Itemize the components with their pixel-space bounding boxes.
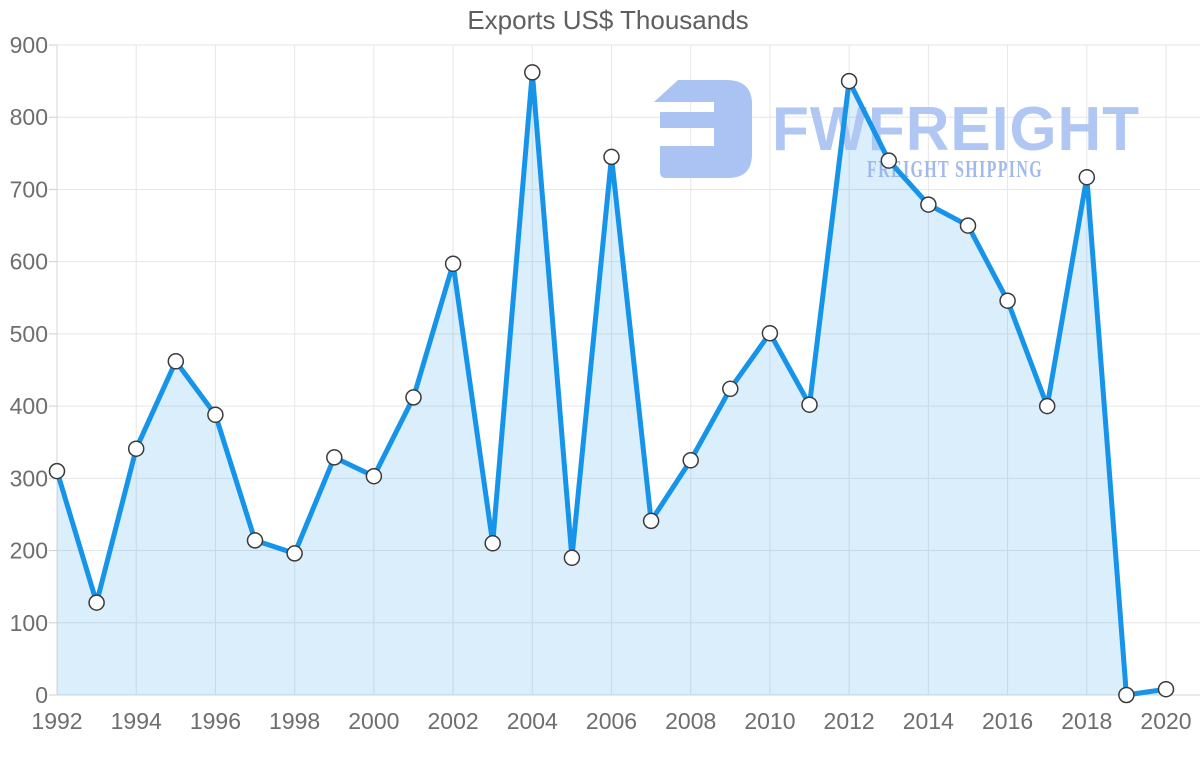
x-axis-label-1996: 1996 bbox=[190, 708, 241, 734]
data-point-2003[interactable] bbox=[484, 535, 501, 552]
x-axis-label-2002: 2002 bbox=[427, 708, 478, 734]
y-axis-label-0: 0 bbox=[35, 682, 48, 708]
data-point-1992[interactable] bbox=[48, 462, 66, 480]
data-point-2015[interactable] bbox=[959, 217, 977, 234]
data-point-1996[interactable] bbox=[207, 406, 224, 424]
y-axis-label-100: 100 bbox=[10, 610, 48, 636]
data-point-2013[interactable] bbox=[880, 152, 898, 169]
data-point-2020[interactable] bbox=[1157, 680, 1175, 698]
data-point-1994[interactable] bbox=[127, 440, 145, 457]
x-axis-label-2012: 2012 bbox=[824, 708, 875, 734]
x-axis-label-1998: 1998 bbox=[269, 708, 320, 734]
data-point-2016[interactable] bbox=[999, 292, 1016, 309]
exports-area-shape bbox=[57, 72, 1166, 695]
chart-title: Exports US$ Thousands bbox=[467, 5, 748, 35]
fwfreight-logo-icon bbox=[654, 80, 752, 178]
data-point-2000[interactable] bbox=[365, 467, 383, 485]
watermark-brand-text: FWFREIGHT bbox=[772, 95, 1140, 164]
data-point-markers bbox=[48, 64, 1175, 704]
x-axis-label-2018: 2018 bbox=[1061, 708, 1112, 734]
x-axis-label-2004: 2004 bbox=[507, 708, 558, 734]
y-axis-labels: 0 100 200 300 400 500 600 700 800 900 bbox=[10, 32, 48, 708]
x-axis-label-2008: 2008 bbox=[665, 708, 716, 734]
y-axis-label-800: 800 bbox=[10, 104, 48, 130]
data-point-2018[interactable] bbox=[1078, 168, 1096, 186]
x-axis-label-1994: 1994 bbox=[111, 708, 162, 734]
data-point-2006[interactable] bbox=[603, 148, 620, 166]
data-point-2007[interactable] bbox=[642, 512, 660, 530]
data-point-1999[interactable] bbox=[326, 449, 343, 466]
data-point-2001[interactable] bbox=[405, 389, 422, 406]
gridlines bbox=[49, 44, 1200, 696]
y-axis-label-200: 200 bbox=[10, 538, 48, 564]
y-axis-label-600: 600 bbox=[10, 249, 48, 275]
data-point-2014[interactable] bbox=[920, 196, 937, 213]
y-axis-label-700: 700 bbox=[10, 176, 48, 202]
area-fill bbox=[57, 72, 1166, 695]
data-point-2010[interactable] bbox=[761, 324, 779, 342]
data-point-1998[interactable] bbox=[286, 545, 303, 562]
data-point-1993[interactable] bbox=[88, 594, 105, 611]
data-point-2009[interactable] bbox=[722, 380, 739, 398]
x-axis-label-2016: 2016 bbox=[982, 708, 1033, 734]
x-axis-label-2006: 2006 bbox=[586, 708, 637, 734]
watermark: FWFREIGHT FREIGHT SHIPPING bbox=[654, 80, 1140, 183]
x-axis-label-1992: 1992 bbox=[31, 708, 82, 734]
x-axis-label-2020: 2020 bbox=[1140, 708, 1191, 734]
data-point-2002[interactable] bbox=[444, 255, 462, 273]
y-axis-label-900: 900 bbox=[10, 32, 48, 58]
data-point-2008[interactable] bbox=[682, 452, 699, 469]
data-point-2017[interactable] bbox=[1038, 397, 1056, 415]
x-axis-labels: 1992 1994 1996 1998 2000 2002 2004 2006 2008 2010… bbox=[31, 708, 1191, 734]
data-point-1995[interactable] bbox=[167, 353, 185, 370]
data-point-2011[interactable] bbox=[801, 396, 818, 413]
y-axis-label-400: 400 bbox=[10, 393, 48, 419]
y-axis-label-300: 300 bbox=[10, 465, 48, 491]
data-point-1997[interactable] bbox=[246, 532, 264, 549]
x-axis-label-2010: 2010 bbox=[744, 708, 795, 734]
data-point-2005[interactable] bbox=[563, 549, 581, 567]
data-point-2019[interactable] bbox=[1118, 686, 1135, 704]
data-point-2004[interactable] bbox=[524, 64, 541, 81]
y-axis-label-500: 500 bbox=[10, 321, 48, 347]
x-axis-label-2014: 2014 bbox=[903, 708, 954, 734]
x-axis-label-2000: 2000 bbox=[348, 708, 399, 734]
data-point-2012[interactable] bbox=[840, 72, 858, 90]
